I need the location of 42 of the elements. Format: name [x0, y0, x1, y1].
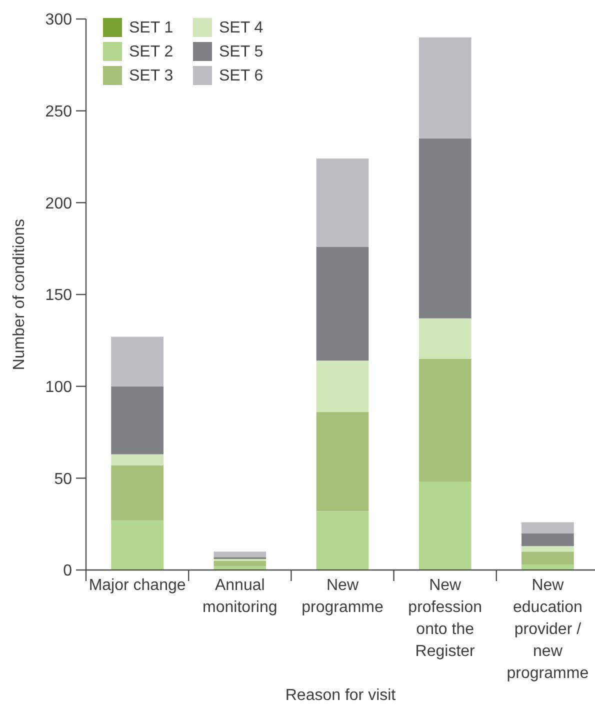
bar	[316, 360, 369, 412]
bar	[111, 336, 164, 386]
bar	[316, 246, 369, 361]
x-tick-label: Annual monitoring	[202, 577, 278, 616]
bar	[522, 552, 574, 564]
bar	[522, 533, 574, 546]
bar	[111, 386, 164, 454]
y-tick-label: 0	[63, 562, 72, 580]
bar	[111, 520, 164, 570]
bar	[111, 465, 164, 520]
y-axis-title: Number of conditions	[11, 218, 28, 370]
bar	[418, 358, 472, 482]
x-tick-label: New programme	[302, 577, 384, 616]
y-tick-label: 150	[45, 287, 72, 304]
y-tick-label: 300	[45, 12, 72, 29]
y-tick-label: 100	[45, 378, 72, 396]
bar	[316, 158, 369, 247]
bar	[111, 454, 164, 466]
legend-label: SET 4	[219, 20, 264, 37]
x-tick-label: New education provider / new programme	[506, 577, 589, 682]
bar	[418, 482, 472, 570]
legend-label: SET 1	[129, 20, 174, 37]
bar	[418, 138, 472, 318]
bar	[316, 412, 369, 512]
legend-label: SET 5	[219, 44, 264, 61]
bar	[522, 522, 574, 534]
bar	[418, 318, 472, 359]
bar	[522, 564, 574, 570]
x-axis-title: Reason for visit	[285, 687, 396, 704]
bar	[316, 511, 369, 570]
bar	[214, 560, 266, 566]
bar	[418, 37, 472, 138]
legend-label: SET 3	[129, 68, 174, 85]
y-tick-label: 200	[45, 195, 72, 212]
x-tick-label: Major change	[88, 577, 186, 594]
y-tick-label: 50	[54, 470, 72, 488]
x-tick-label: New profession onto the Register	[408, 577, 482, 660]
bar	[522, 546, 574, 552]
legend-label: SET 6	[219, 68, 264, 85]
bar	[214, 552, 266, 558]
y-tick-label: 250	[45, 103, 72, 120]
legend-label: SET 2	[129, 44, 174, 61]
